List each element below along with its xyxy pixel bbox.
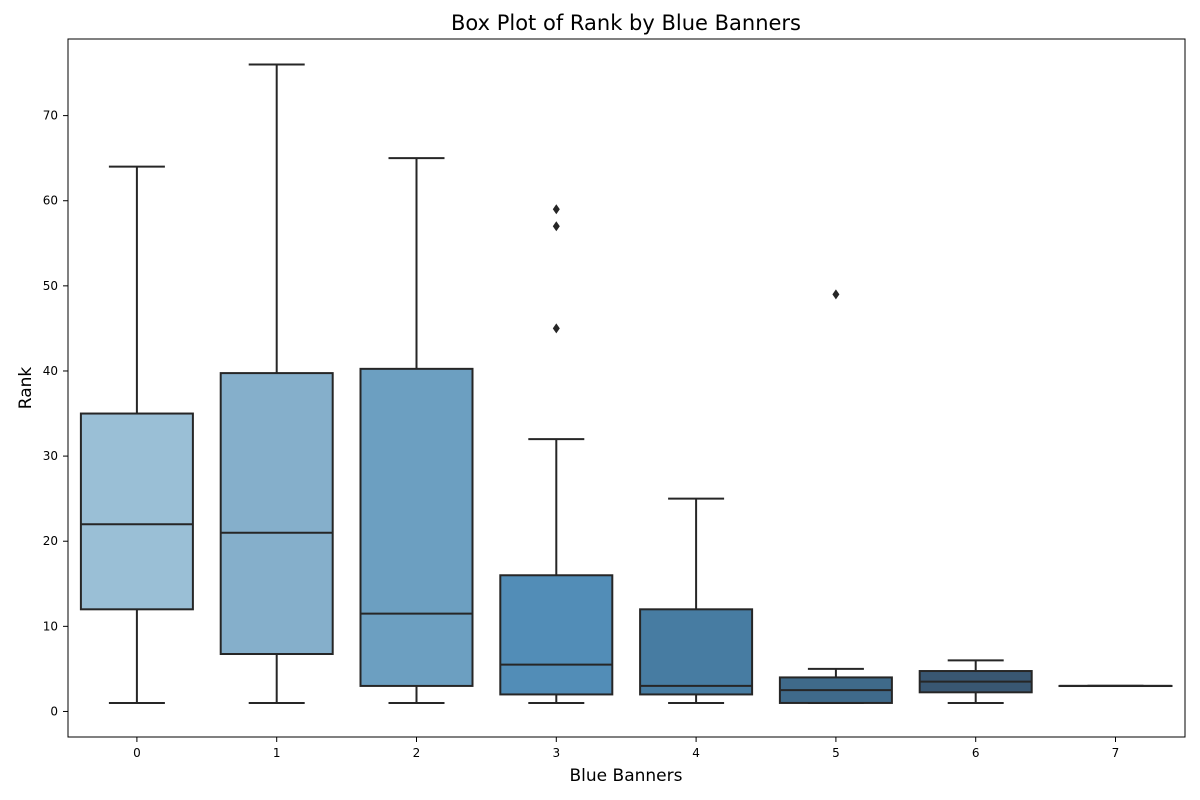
y-axis-title: Rank	[16, 367, 36, 410]
box-body-0	[79, 412, 194, 611]
box-body-4	[639, 608, 754, 696]
outlier-point	[552, 323, 560, 334]
y-tick-label: 20	[43, 534, 58, 548]
x-tick-label: 6	[972, 746, 980, 760]
y-tick-label: 50	[43, 279, 58, 293]
x-tick-label: 4	[692, 746, 700, 760]
x-tick-label: 2	[413, 746, 421, 760]
plot-frame	[67, 38, 1186, 738]
y-tick-label: 30	[43, 449, 58, 463]
chart-title: Box Plot of Rank by Blue Banners	[451, 11, 801, 35]
y-tick-label: 40	[43, 364, 58, 378]
box-body-3	[499, 574, 614, 696]
y-tick-label: 10	[43, 619, 58, 633]
outlier-point	[552, 204, 560, 215]
x-tick-label: 5	[832, 746, 840, 760]
x-tick-label: 7	[1112, 746, 1120, 760]
x-tick-label: 1	[273, 746, 281, 760]
box-body-2	[359, 367, 474, 687]
y-tick-label: 0	[50, 704, 58, 718]
plot-area: 0 10 20 30 40 50 60 70 0 1 2 3 4 5 6 7	[43, 38, 1186, 760]
outlier-point	[832, 289, 840, 300]
y-tick-label: 70	[43, 109, 58, 123]
outlier-point	[552, 221, 560, 232]
y-tick-label: 60	[43, 194, 58, 208]
x-tick-label: 3	[552, 746, 560, 760]
x-tick-label: 0	[133, 746, 141, 760]
x-axis-title: Blue Banners	[570, 766, 683, 786]
box-body-1	[219, 372, 334, 656]
